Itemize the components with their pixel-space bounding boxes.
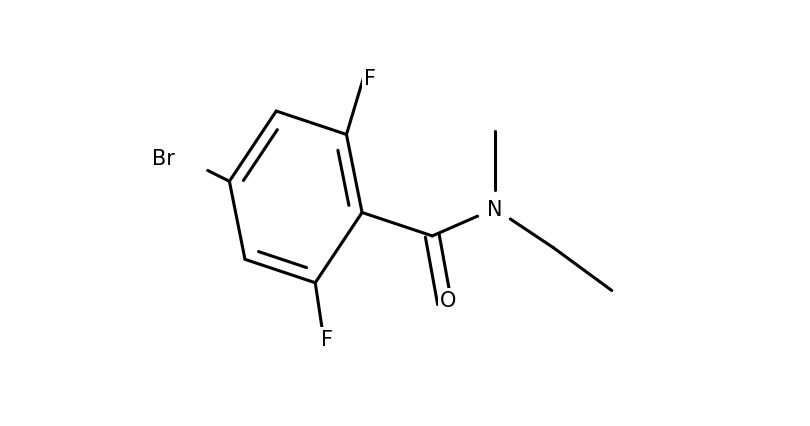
- Text: N: N: [487, 199, 502, 219]
- Text: F: F: [321, 329, 333, 349]
- Text: F: F: [364, 69, 376, 89]
- Text: Br: Br: [152, 149, 175, 168]
- Text: O: O: [440, 291, 456, 310]
